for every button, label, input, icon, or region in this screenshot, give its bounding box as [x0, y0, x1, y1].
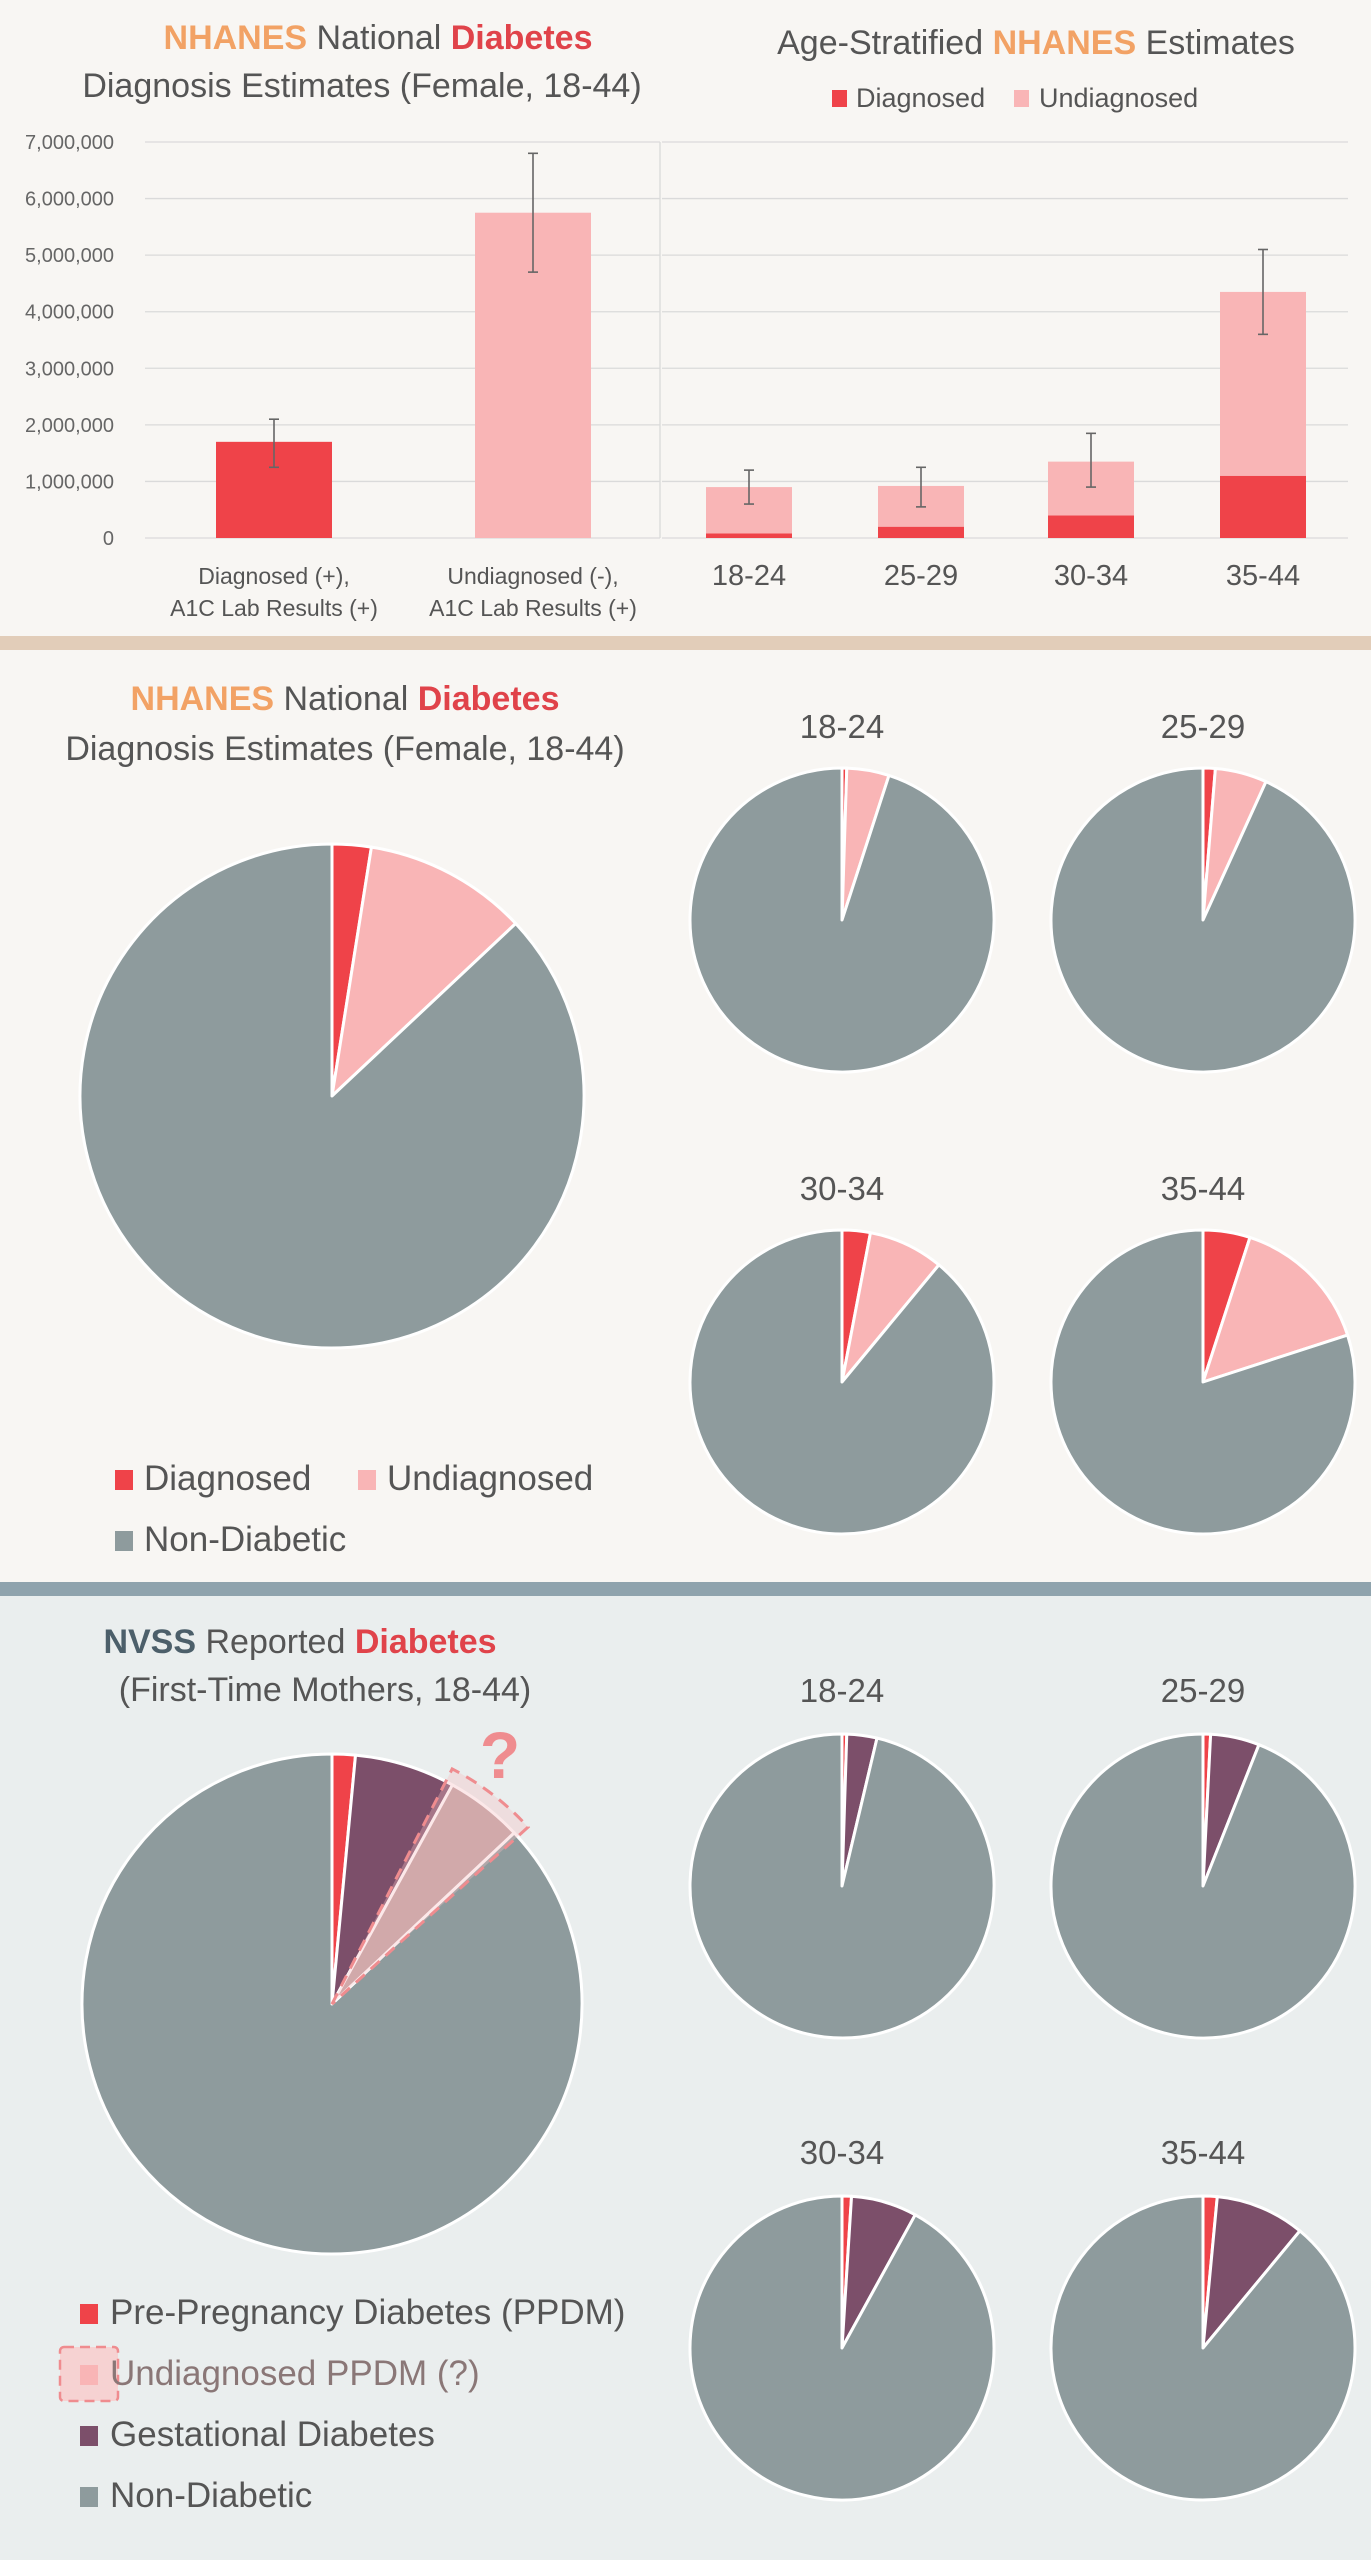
right-bar-title: Age-Stratified NHANES Estimates	[777, 24, 1295, 62]
pie-title: 25-29	[1161, 1672, 1245, 1709]
y-tick-label: 4,000,000	[25, 302, 114, 324]
uncertain-slice-outline	[330, 1766, 531, 2006]
x-category-label: 30-34	[1054, 560, 1128, 592]
pie-title: 30-34	[800, 1170, 884, 1207]
pie-title: 18-24	[800, 708, 884, 745]
legend-label-non-diabetic: Non-Diabetic	[144, 1520, 346, 1559]
legend-swatch-non-diabetic	[80, 2487, 98, 2507]
pie-35-44: 35-44	[1049, 2134, 1357, 2502]
nvss-pie-panel: NVSS Reported Diabetes (First-Time Mothe…	[0, 1596, 1371, 2560]
pie-35-44: 35-44	[1049, 1170, 1357, 1536]
nvss-pie-title-line1: NVSS Reported Diabetes	[103, 1623, 496, 1661]
age-stratified-bar-panel: NHANES National Diabetes Diagnosis Estim…	[0, 0, 1371, 636]
pie-slice-non-diabetic	[78, 842, 586, 1350]
x-category-label: 35-44	[1226, 560, 1300, 592]
y-tick-label: 0	[103, 528, 114, 550]
x-category-label: Undiagnosed (-),	[447, 563, 618, 589]
pie-title: 25-29	[1161, 708, 1245, 745]
error-bar	[1258, 248, 1268, 336]
section-divider-tan	[0, 636, 1371, 650]
pie-slice-non-diabetic	[1049, 1732, 1357, 2040]
y-tick-label: 7,000,000	[25, 132, 114, 154]
pie-18-24: 18-24	[688, 708, 996, 1074]
error-bar	[916, 466, 926, 508]
legend-label-undiagnosed: Undiagnosed	[387, 1459, 593, 1498]
pie-slice-non-diabetic	[1049, 1228, 1357, 1536]
pie-slice-gestational-diabetes	[1201, 2195, 1302, 2350]
x-category-label: A1C Lab Results (+)	[429, 595, 637, 621]
pie-25-29: 25-29	[1049, 708, 1357, 1074]
left-bar-title-line2: Diagnosis Estimates (Female, 18-44)	[82, 67, 641, 105]
legend-swatch-gestational	[80, 2426, 98, 2446]
bar-charts: NHANES National Diabetes Diagnosis Estim…	[25, 19, 1348, 621]
y-tick-label: 5,000,000	[25, 245, 114, 267]
bar-segment-diagnosed-25-29	[878, 526, 964, 538]
x-category-label: Diagnosed (+),	[198, 563, 350, 589]
pie-title: 30-34	[800, 2134, 884, 2171]
x-category-label: 18-24	[712, 560, 786, 592]
pie-18-24: 18-24	[688, 1672, 996, 2040]
legend-swatch-undiagnosed	[358, 1470, 376, 1490]
error-bar	[528, 152, 538, 273]
legend-label-ppdm: Pre-Pregnancy Diabetes (PPDM)	[110, 2293, 625, 2332]
error-bar	[269, 418, 279, 469]
legend-swatch-non-diabetic	[115, 1531, 133, 1551]
section-divider-slate	[0, 1582, 1371, 1596]
x-category-label: 25-29	[884, 560, 958, 592]
error-bar	[744, 469, 754, 505]
legend-label-gestational: Gestational Diabetes	[110, 2415, 435, 2454]
nhanes-pie-title-line1: NHANES National Diabetes	[131, 680, 560, 718]
pie-slice-non-diabetic	[688, 766, 996, 1074]
y-tick-label: 2,000,000	[25, 415, 114, 437]
legend-label-undiagnosed: Undiagnosed	[1039, 83, 1198, 113]
pie-slice-non-diabetic	[688, 1228, 996, 1536]
legend-label-diagnosed: Diagnosed	[144, 1459, 311, 1498]
y-tick-label: 3,000,000	[25, 358, 114, 380]
bar-segment-diagnosed-30-34	[1048, 515, 1134, 538]
pie-30-34: 30-34	[688, 1170, 996, 1536]
legend-swatch-diagnosed	[115, 1470, 133, 1490]
x-category-label: A1C Lab Results (+)	[170, 595, 378, 621]
pie-slice-non-diabetic	[1049, 2194, 1357, 2502]
pie-30-34: 30-34	[688, 2134, 996, 2502]
legend-swatch-undiagnosed-ppdm	[80, 2365, 98, 2385]
question-annotation: ?	[480, 1718, 520, 1792]
nhanes-pie-charts: NHANES National Diabetes Diagnosis Estim…	[65, 680, 1357, 1559]
bar-segment-diagnosed-35-44	[1220, 475, 1306, 538]
legend-label-undiagnosed-ppdm: Undiagnosed PPDM (?)	[110, 2354, 480, 2393]
error-bar	[1086, 432, 1096, 488]
y-tick-label: 6,000,000	[25, 189, 114, 211]
pie-title: 35-44	[1161, 2134, 1245, 2171]
pie-slice-non-diabetic	[688, 1732, 996, 2040]
legend-swatch-diagnosed	[832, 90, 847, 107]
legend-label-non-diabetic: Non-Diabetic	[110, 2476, 312, 2515]
legend-label-diagnosed: Diagnosed	[856, 83, 985, 113]
nvss-pie-title-line2: (First-Time Mothers, 18-44)	[119, 1671, 531, 1709]
nhanes-pie-title-line2: Diagnosis Estimates (Female, 18-44)	[65, 730, 624, 768]
pie-title: 18-24	[800, 1672, 884, 1709]
legend-swatch-undiagnosed	[1014, 90, 1029, 107]
y-tick-label: 1,000,000	[25, 471, 114, 493]
nvss-pie-charts: NVSS Reported Diabetes (First-Time Mothe…	[58, 1623, 1357, 2515]
pie-25-29: 25-29	[1049, 1672, 1357, 2040]
bar-segment-diagnosed-18-24	[706, 533, 792, 538]
nhanes-pie-panel: NHANES National Diabetes Diagnosis Estim…	[0, 650, 1371, 1582]
left-bar-title-line1: NHANES National Diabetes	[164, 19, 593, 57]
pie-slice-undiagnosed	[330, 845, 518, 1098]
pie-slice-non-diabetic	[1049, 766, 1357, 1074]
legend-swatch-ppdm	[80, 2304, 98, 2324]
pie-title: 35-44	[1161, 1170, 1245, 1207]
pie-slice-non-diabetic	[688, 2194, 996, 2502]
